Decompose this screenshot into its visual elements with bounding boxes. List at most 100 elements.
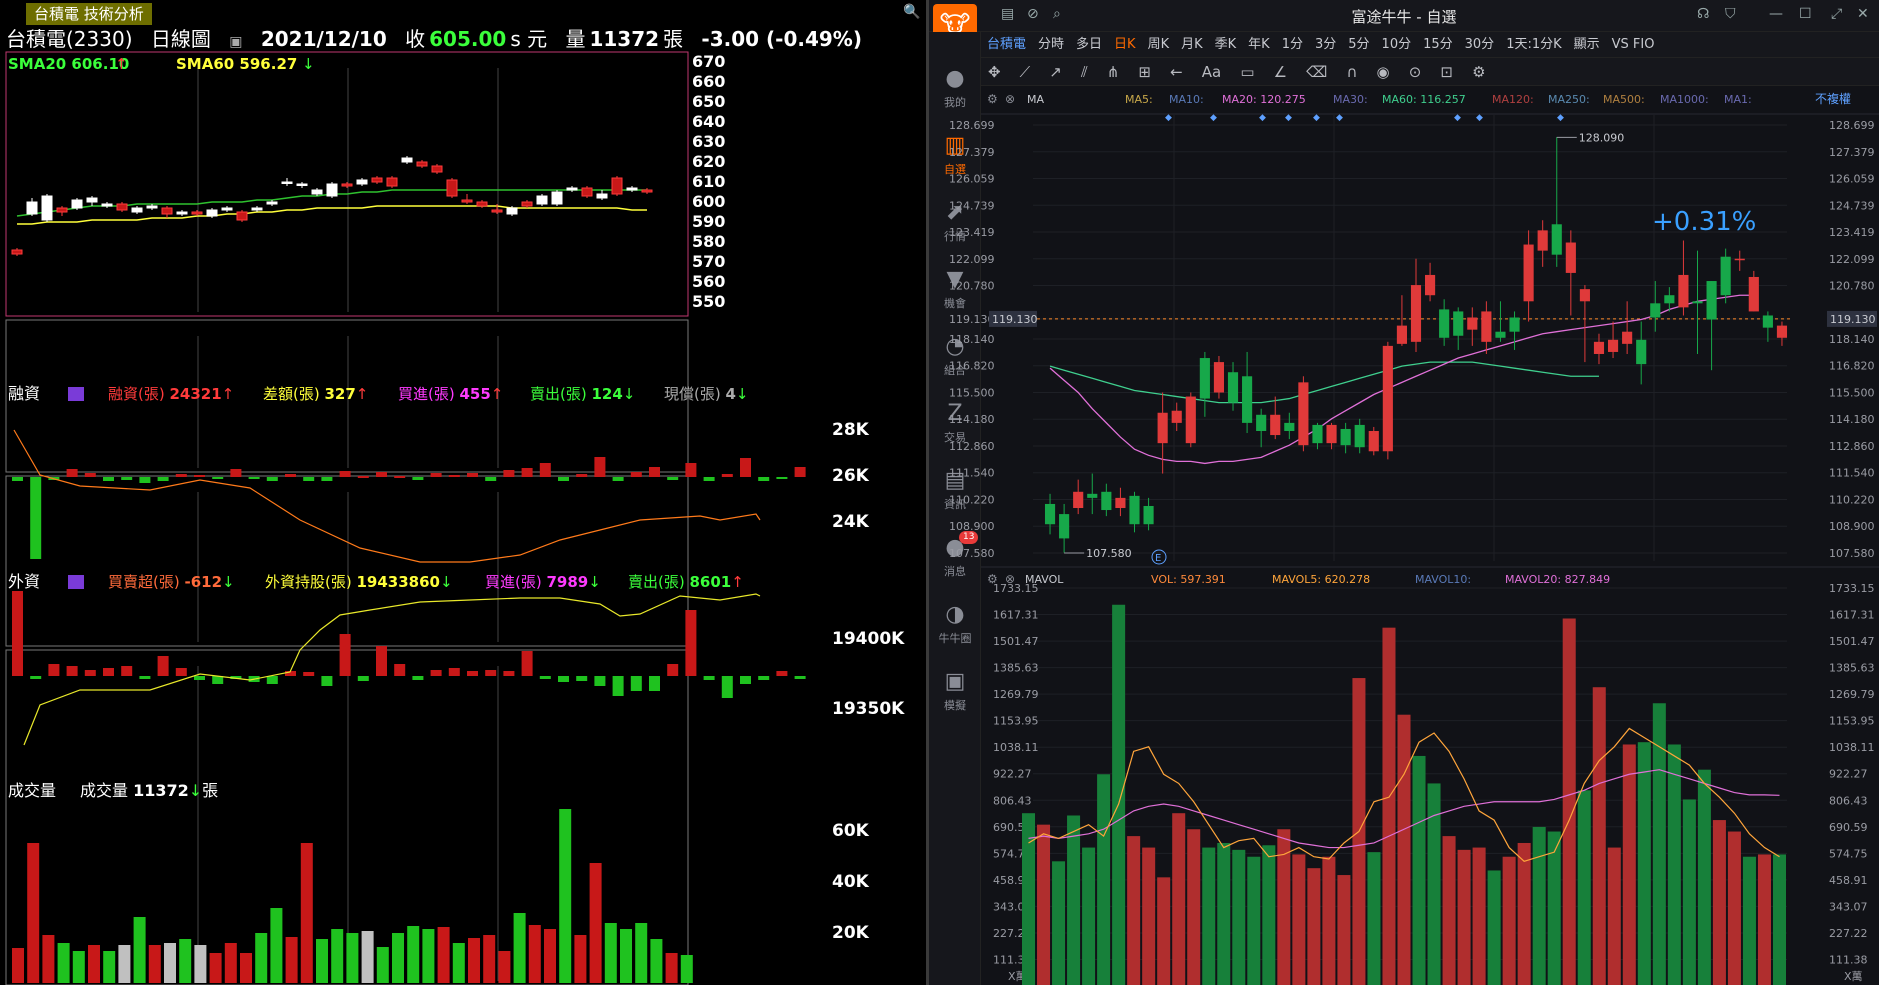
ma-legend-item: MA20: 120.275 bbox=[1222, 93, 1306, 106]
timeframe-tab[interactable]: 3分 bbox=[1314, 37, 1337, 52]
margin-bar bbox=[357, 476, 369, 478]
delete-tool-icon[interactable]: ⌫ bbox=[1306, 63, 1328, 81]
timeframe-tab[interactable]: 周K bbox=[1147, 37, 1170, 52]
channel-tool-icon[interactable]: ⫽ bbox=[1080, 63, 1088, 81]
timeframe-tab[interactable]: 日K bbox=[1114, 37, 1136, 52]
sidebar-item-news[interactable]: ▤ 資訊 bbox=[929, 468, 981, 512]
zoom-icon[interactable]: 🔍 bbox=[903, 4, 921, 20]
event-marker-icon[interactable]: ◆ bbox=[1285, 113, 1292, 123]
left-window-tab[interactable]: 台積電 技術分析 bbox=[26, 3, 152, 25]
timeframe-tab[interactable]: 年K bbox=[1248, 37, 1270, 52]
volume-settings-icon[interactable]: ⚙ bbox=[987, 572, 998, 586]
timeframe-tab[interactable]: 多日 bbox=[1076, 37, 1103, 52]
volume-tick-label: 60K bbox=[832, 821, 870, 841]
panel-settings-icon[interactable] bbox=[68, 575, 84, 589]
lock-icon[interactable]: ⊙ bbox=[1408, 63, 1422, 81]
indicator-close-icon[interactable]: ⊗ bbox=[1005, 92, 1015, 106]
fib-tool-icon[interactable]: ⊞ bbox=[1138, 63, 1151, 81]
event-marker-icon[interactable]: ◆ bbox=[1165, 113, 1172, 123]
sidebar-item-simulation[interactable]: ▣ 模擬 bbox=[929, 669, 981, 713]
sidebar-item-community[interactable]: ◑ 牛牛圈 bbox=[929, 602, 981, 646]
volume-bar bbox=[1577, 790, 1591, 985]
sidebar-item-trade[interactable]: Z 交易 bbox=[929, 401, 981, 445]
note-tool-icon[interactable]: ▭ bbox=[1240, 63, 1255, 81]
volume-bar bbox=[422, 929, 435, 983]
foreign-bar bbox=[303, 672, 315, 676]
price-candle bbox=[326, 182, 338, 198]
mavol-indicator-label[interactable]: MAVOL bbox=[1025, 573, 1064, 586]
volume-bar bbox=[1262, 845, 1276, 985]
search-icon[interactable]: ⌕ bbox=[1053, 6, 1061, 22]
sidebar-item-watchlist[interactable]: ▥ 自選 bbox=[929, 133, 981, 177]
price-candle bbox=[491, 204, 503, 214]
headset-icon[interactable]: ☊ bbox=[1697, 6, 1710, 22]
text-tool-icon[interactable]: Aa bbox=[1201, 63, 1222, 81]
foreign-bar bbox=[103, 668, 114, 676]
volume-bar bbox=[1427, 783, 1441, 985]
volume-bar bbox=[194, 945, 207, 983]
arrow-tool-icon[interactable]: ← bbox=[1170, 63, 1183, 81]
timeframe-tab[interactable]: 1天:1分K bbox=[1506, 37, 1562, 52]
restore-icon[interactable]: ⤢ bbox=[1831, 6, 1843, 22]
earnings-marker-icon[interactable] bbox=[1151, 549, 1167, 565]
timeframe-tab[interactable]: 10分 bbox=[1381, 37, 1412, 52]
event-marker-icon[interactable]: ◆ bbox=[1313, 113, 1320, 123]
timeframe-tab[interactable]: 分時 bbox=[1038, 37, 1065, 52]
drawing-settings-icon[interactable]: ⚙ bbox=[1472, 63, 1486, 81]
timeframe-tab[interactable]: 5分 bbox=[1348, 37, 1370, 52]
current-price-left: 119.130 bbox=[992, 313, 1038, 326]
ma-legend-item: MA120: bbox=[1492, 93, 1534, 106]
volume-bar bbox=[468, 938, 480, 983]
pitchfork-tool-icon[interactable]: ⋔ bbox=[1106, 63, 1120, 81]
ma-indicator-label[interactable]: MA bbox=[1027, 93, 1044, 106]
volume-bar bbox=[1442, 836, 1456, 985]
sidebar-item-market[interactable]: ⬈ 行情 bbox=[929, 200, 981, 244]
sidebar-item-opportunity[interactable]: ▼ 機會 bbox=[929, 267, 981, 311]
panel-settings-icon[interactable] bbox=[68, 387, 84, 401]
stop-icon[interactable]: ⊘ bbox=[1027, 6, 1039, 22]
adjust-mode[interactable]: 不複權 bbox=[1815, 91, 1851, 106]
volume-bar bbox=[1247, 856, 1261, 985]
timeframe-tab[interactable]: 顯示 bbox=[1573, 37, 1600, 52]
chart-period[interactable]: 日線圖 bbox=[150, 27, 211, 51]
volume-unit-right: X萬 bbox=[1844, 970, 1863, 983]
eye-icon[interactable]: ◉ bbox=[1376, 63, 1390, 81]
ray-tool-icon[interactable]: ↗ bbox=[1049, 63, 1062, 81]
period-dropdown-icon[interactable]: ▣ bbox=[229, 34, 243, 50]
timeframe-tab[interactable]: 台積電 bbox=[987, 37, 1027, 52]
trash-icon[interactable]: ⊡ bbox=[1440, 63, 1453, 81]
minimize-icon[interactable]: — bbox=[1769, 6, 1783, 22]
event-marker-icon[interactable]: ◆ bbox=[1454, 113, 1461, 123]
volume-bar bbox=[331, 929, 344, 983]
event-marker-icon[interactable]: ◆ bbox=[1259, 113, 1266, 123]
sidebar-item-portfolio[interactable]: ◔ 組合 bbox=[929, 334, 981, 378]
sidebar-item-message[interactable]: ● 消息 13 bbox=[929, 531, 981, 579]
indicator-settings-icon[interactable]: ⚙ bbox=[987, 92, 998, 106]
line-tool-icon[interactable]: ⟋ bbox=[1019, 63, 1031, 81]
event-marker-icon[interactable]: ◆ bbox=[1557, 113, 1564, 123]
event-marker-icon[interactable]: ◆ bbox=[1210, 113, 1217, 123]
event-marker-icon[interactable]: ◆ bbox=[1476, 113, 1483, 123]
maximize-icon[interactable]: ☐ bbox=[1799, 6, 1812, 22]
timeframe-tab[interactable]: 15分 bbox=[1423, 37, 1453, 52]
magnet-icon[interactable]: ∩ bbox=[1346, 63, 1358, 81]
margin-bar bbox=[649, 467, 660, 477]
sidebar-item-label: 我的 bbox=[944, 96, 966, 109]
current-price-tag-right bbox=[1827, 310, 1877, 327]
timeframe-tab[interactable]: 季K bbox=[1214, 37, 1237, 52]
sidebar-item-user[interactable]: ● 我的 bbox=[929, 66, 981, 110]
timeframe-tab[interactable]: 1分 bbox=[1281, 37, 1303, 52]
timeframe-tab[interactable]: 30分 bbox=[1464, 37, 1495, 52]
menu-icon[interactable]: ▤ bbox=[1001, 6, 1015, 22]
margin-bar bbox=[558, 477, 569, 481]
ruler-tool-icon[interactable]: ∠ bbox=[1273, 63, 1288, 81]
shirt-icon[interactable]: ⛉ bbox=[1725, 6, 1736, 22]
close-icon[interactable]: ✕ bbox=[1857, 6, 1869, 22]
timeframe-tab[interactable]: 月K bbox=[1181, 37, 1203, 52]
timeframe-tab[interactable]: VS FIO bbox=[1611, 37, 1655, 52]
event-marker-icon[interactable]: ◆ bbox=[1336, 113, 1343, 123]
move-icon[interactable]: ✥ bbox=[988, 63, 1001, 81]
volume-close-icon[interactable]: ⊗ bbox=[1005, 572, 1015, 586]
margin-bar bbox=[758, 477, 770, 481]
